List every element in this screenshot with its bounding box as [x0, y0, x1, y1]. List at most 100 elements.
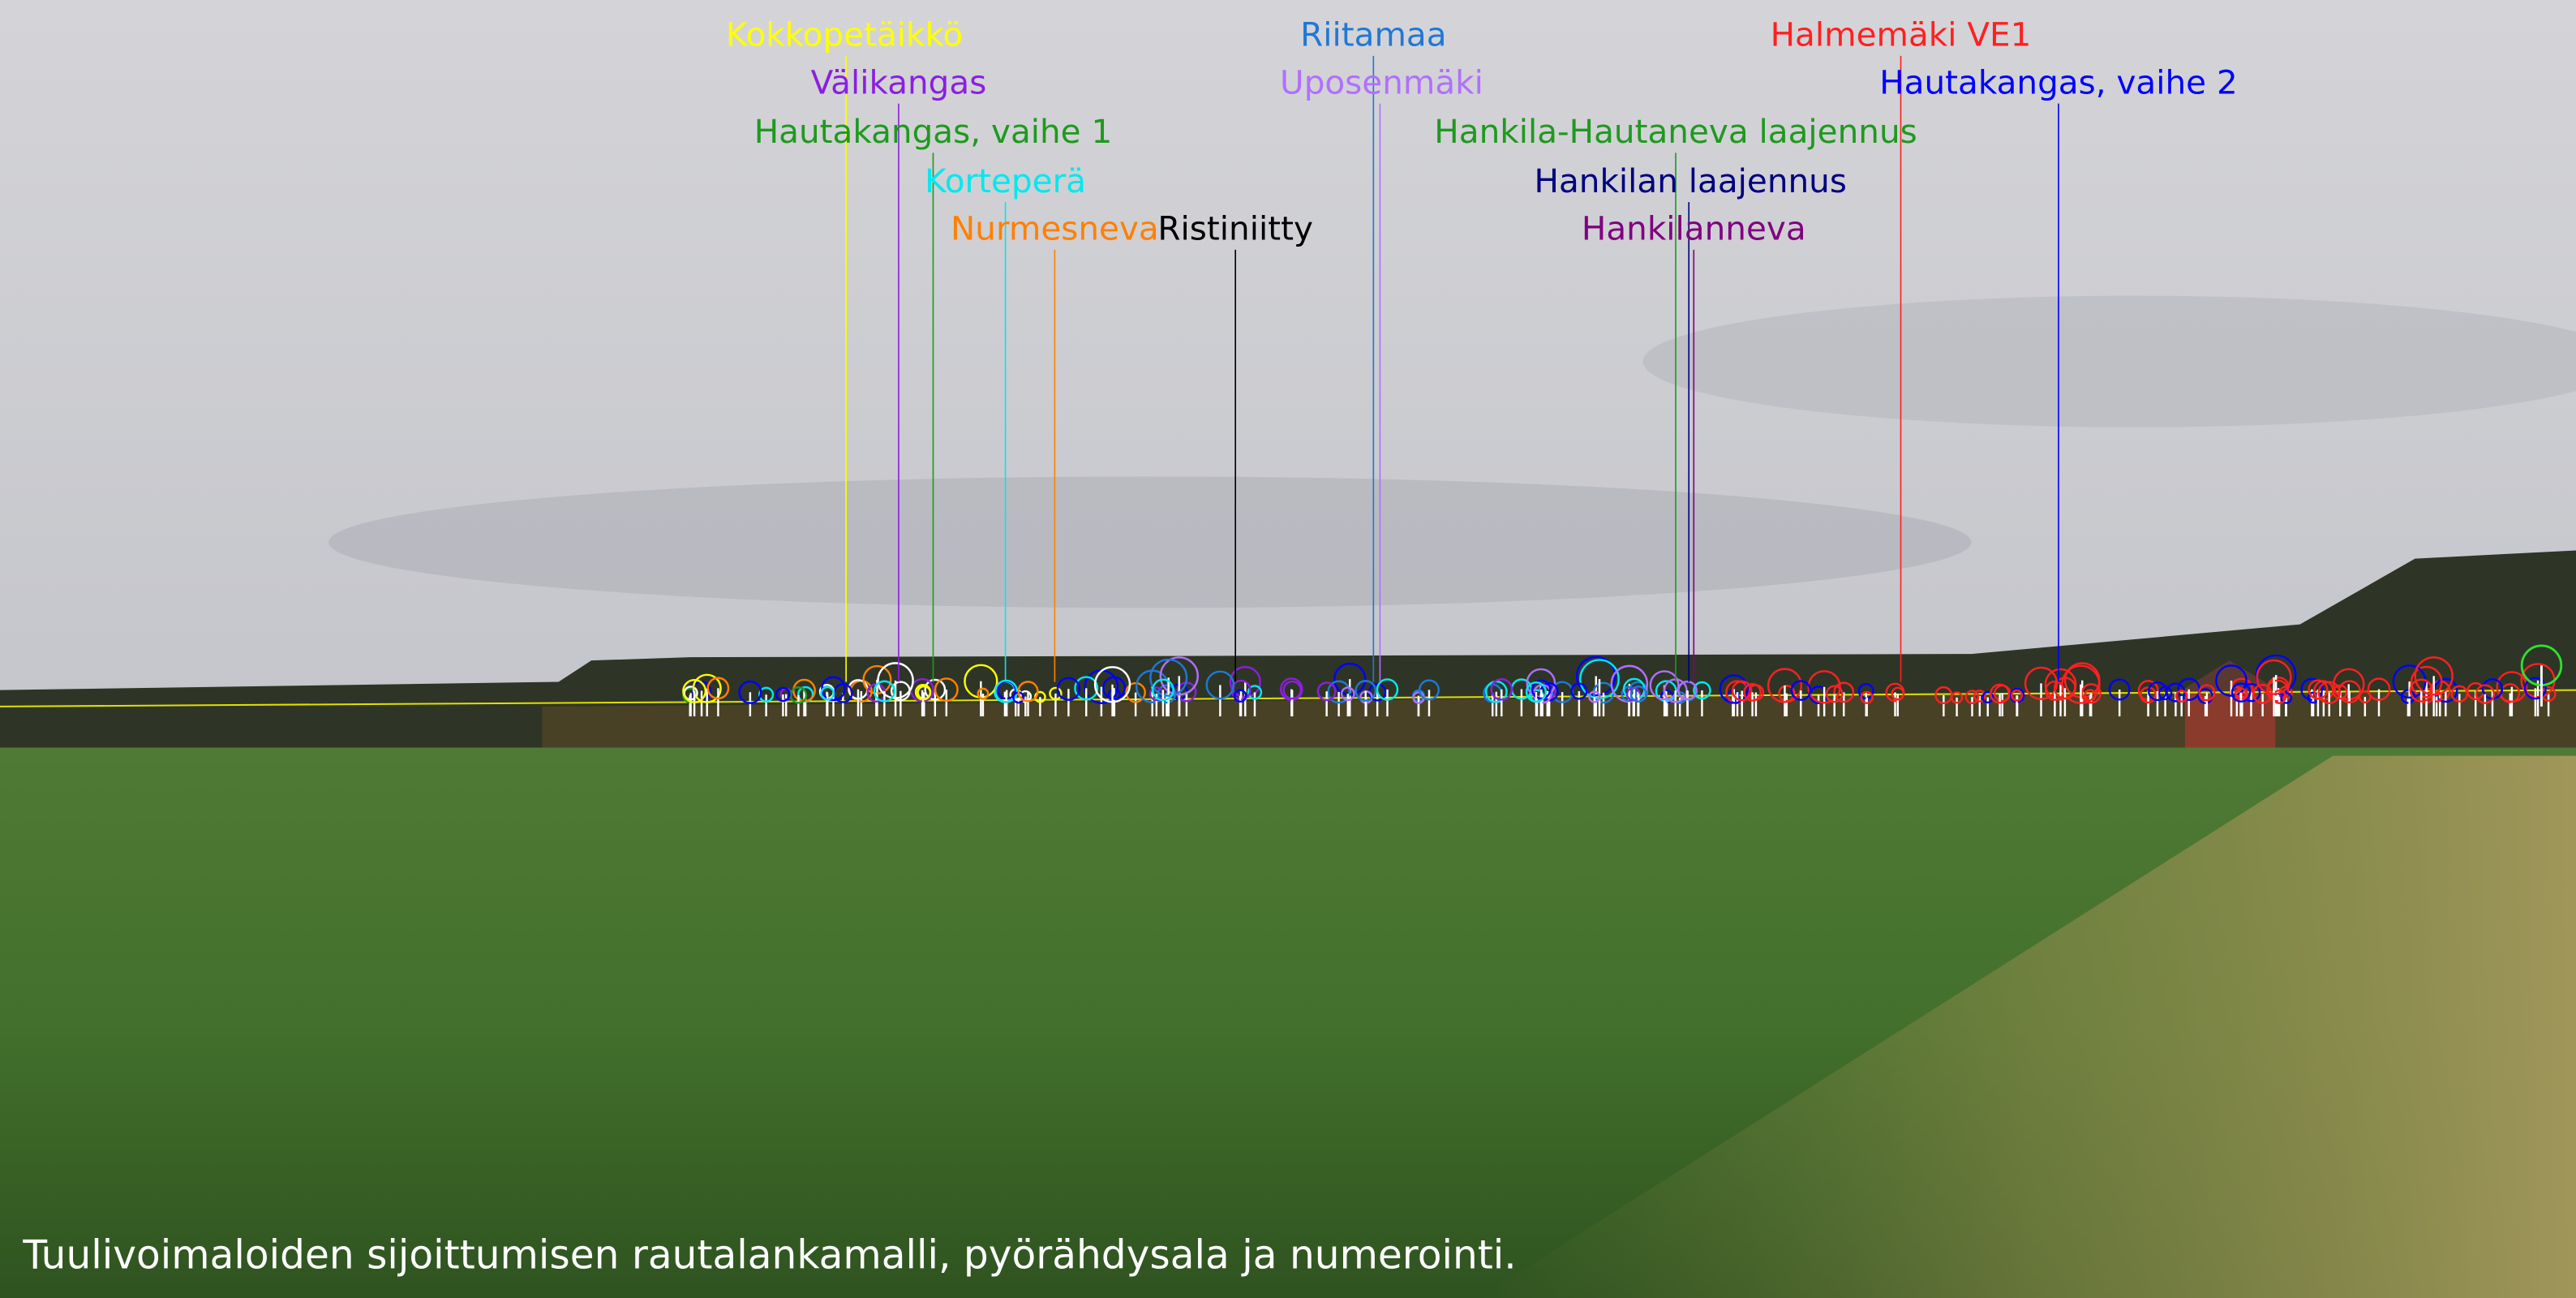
- rotor-area: [1621, 686, 1638, 703]
- rotor-area: [692, 673, 722, 703]
- rotor-area: [2108, 678, 2131, 701]
- rotor-area: [2266, 679, 2290, 703]
- rotor-area: [1056, 677, 1081, 701]
- rotor-area: [2475, 684, 2496, 704]
- rotor-area: [2333, 684, 2348, 700]
- labels: Kokkopetäikkö Välikangas Hautakangas, vaih…: [726, 15, 2238, 248]
- rotor-area: [2197, 688, 2213, 704]
- rotor-area: [2147, 681, 2168, 702]
- rotor-area: [2198, 684, 2216, 702]
- rotor-area: [1693, 681, 1711, 700]
- rotor-area: [775, 686, 791, 703]
- rotor-area: [1159, 656, 1199, 696]
- rotor-area: [2367, 677, 2391, 701]
- rotor-area: [2053, 677, 2076, 700]
- rotor-area: [2409, 678, 2433, 703]
- rotor-area: [1490, 677, 1513, 701]
- rotor-area: [1327, 680, 1351, 704]
- rotor-area: [1588, 690, 1601, 703]
- rotor-area: [1418, 679, 1440, 701]
- rotor-area: [2308, 679, 2329, 700]
- rotor-area: [2414, 656, 2454, 696]
- site-label: Hankilanneva: [1582, 209, 1806, 248]
- rotor-area: [1860, 690, 1874, 704]
- rotor-area: [1790, 680, 1812, 701]
- rotor-area: [977, 687, 990, 700]
- rotor-area: [1125, 681, 1146, 703]
- rotor-area: [2392, 664, 2427, 699]
- rotor-area: [877, 662, 914, 699]
- rotor-area: [1629, 686, 1647, 703]
- site-label: Korteperä: [925, 161, 1086, 200]
- site-label: Kokkopetäikkö: [726, 15, 963, 54]
- rotor-area: [2496, 671, 2528, 703]
- rotor-area: [1149, 658, 1188, 697]
- rotor-area: [1731, 680, 1753, 702]
- rotor-area: [2280, 692, 2293, 704]
- caption: Tuulivoimaloiden sijoittumisen rautalank…: [22, 1233, 1516, 1279]
- rotor-area: [2410, 665, 2443, 698]
- site-label: Riitamaa: [1300, 15, 1446, 54]
- rotor-area: [682, 678, 707, 703]
- tall-grass: [1478, 755, 2576, 1298]
- rotor-area: [1990, 683, 2011, 704]
- rotor-area: [1247, 685, 1263, 700]
- rotor-area: [821, 676, 846, 702]
- site-label: Uposenmäki: [1280, 62, 1483, 101]
- cloud: [1642, 295, 2576, 428]
- rotor-area: [934, 677, 959, 703]
- rotor-area: [1093, 666, 1131, 703]
- rotor-area: [1282, 680, 1302, 700]
- rotor-area: [1152, 678, 1174, 702]
- site-label: Hankilan laajennus: [1535, 161, 1847, 200]
- rotor-area: [1340, 686, 1355, 702]
- rotor-area: [2044, 668, 2077, 701]
- site-label: Välikangas: [811, 62, 987, 101]
- rotor-area: [789, 686, 808, 704]
- site-label: Hautakangas, vaihe 1: [754, 112, 1113, 151]
- rotor-area: [1833, 681, 1855, 703]
- site-label: Hankila-Hautaneva laajennus: [1434, 112, 1917, 151]
- rotor-area: [1825, 685, 1844, 703]
- rotor-area: [2523, 677, 2547, 700]
- rotor-area: [1891, 686, 1905, 701]
- rotor-area: [738, 680, 762, 704]
- rotor-area: [1677, 680, 1698, 701]
- rotor-area: [924, 678, 947, 701]
- rotor-area: [914, 684, 932, 701]
- site-label: Halmemäki VE1: [1771, 15, 2032, 54]
- rotor-area: [2430, 690, 2443, 703]
- rotor-area: [1570, 682, 1588, 700]
- rotor-area: [2175, 690, 2188, 703]
- rotor-area: [1981, 691, 1994, 704]
- site-label: Hautakangas, vaihe 2: [1879, 62, 2238, 101]
- rotor-area: [706, 677, 730, 700]
- site-label: Ristiniitty: [1157, 209, 1313, 248]
- cloud: [328, 476, 1972, 608]
- rotor-area: [1575, 655, 1616, 697]
- rotor-area: [1807, 670, 1841, 704]
- rotor-area: [1205, 670, 1235, 700]
- rotor-area: [1743, 683, 1762, 702]
- rotor-area: [2317, 681, 2341, 704]
- rotor-area: [1049, 686, 1063, 701]
- rotor-area: [2300, 677, 2324, 701]
- rotor-area: [1973, 690, 1986, 703]
- rotor-area: [2256, 659, 2292, 695]
- rotor-area: [1355, 680, 1377, 702]
- rotor-area: [994, 679, 1019, 703]
- rotor-area: [1233, 689, 1247, 703]
- leader-lines: [845, 55, 2059, 682]
- rotor-area: [1074, 676, 1099, 701]
- rotor-area: [2230, 682, 2252, 703]
- rotor-area: [2080, 683, 2102, 704]
- autumn-trees: [542, 690, 2576, 756]
- rotor-area: [1649, 670, 1680, 701]
- rotor-area: [1525, 681, 1548, 703]
- rotor-area: [1017, 681, 1039, 703]
- rotor-area: [2215, 664, 2248, 697]
- rotor-area: [873, 680, 895, 703]
- rotor-area: [820, 686, 835, 701]
- rotor-area: [1719, 674, 1750, 704]
